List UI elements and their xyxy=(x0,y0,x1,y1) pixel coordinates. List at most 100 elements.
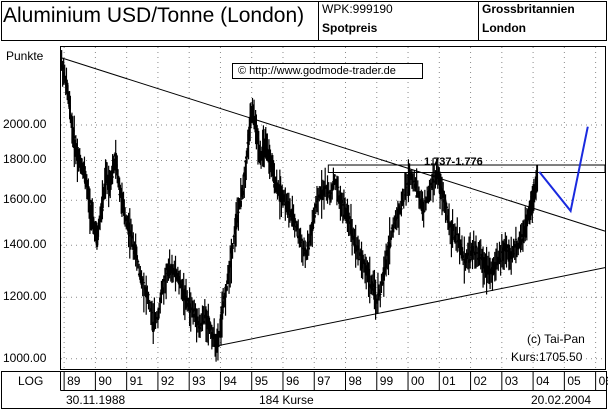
price-candle xyxy=(517,242,520,250)
y-tick-label: 2000.00 xyxy=(3,116,47,131)
price-candle xyxy=(273,180,277,182)
price-candle xyxy=(313,215,316,218)
price-candle xyxy=(329,192,333,195)
price-candle xyxy=(86,186,89,190)
price-candle xyxy=(183,288,187,295)
price-candle xyxy=(400,208,403,210)
price-candle xyxy=(347,212,350,220)
price-candle xyxy=(244,160,247,163)
x-tick-label: 96 xyxy=(285,374,300,388)
price-candle xyxy=(255,124,258,127)
price-type-label: Spotpreis xyxy=(322,21,378,35)
price-candle xyxy=(106,175,110,178)
price-candle xyxy=(363,263,367,266)
price-candle xyxy=(60,64,63,68)
price-candle xyxy=(141,279,144,281)
price-candle xyxy=(501,247,505,261)
price-candle xyxy=(64,75,67,85)
trendline xyxy=(61,57,606,232)
price-candle xyxy=(404,187,408,189)
price-candle xyxy=(211,335,215,340)
end-date-label: 20.02.2004 xyxy=(531,393,592,407)
price-candle xyxy=(352,235,355,240)
price-candle xyxy=(391,224,395,233)
price-candle xyxy=(210,332,214,338)
price-candle xyxy=(77,156,81,159)
price-candle xyxy=(104,184,107,186)
price-candle xyxy=(368,284,371,288)
price-candle xyxy=(519,239,522,245)
price-candle xyxy=(139,272,142,280)
price-candle xyxy=(445,206,448,209)
price-candle xyxy=(393,222,396,224)
x-tick-label: 97 xyxy=(317,374,331,388)
price-candle xyxy=(318,194,321,198)
price-candle xyxy=(493,264,496,270)
price-candle xyxy=(430,185,434,189)
price-candle xyxy=(115,164,118,168)
price-candle xyxy=(61,66,64,70)
price-candle xyxy=(399,209,402,214)
price-candle xyxy=(193,313,196,318)
price-candle xyxy=(171,267,175,275)
price-candle xyxy=(333,174,336,177)
price-candle xyxy=(98,217,102,223)
price-candle xyxy=(505,250,508,252)
price-candle xyxy=(102,193,105,201)
price-candle xyxy=(236,215,239,223)
chart-title: Aluminium USD/Tonne (London) xyxy=(3,4,305,27)
price-candle xyxy=(456,233,459,236)
price-candle xyxy=(184,295,188,308)
price-candle xyxy=(261,151,264,159)
price-candle xyxy=(528,200,532,214)
price-candle xyxy=(434,180,437,183)
price-candle xyxy=(504,243,507,252)
price-candle xyxy=(446,215,450,223)
x-tick-label: 98 xyxy=(348,374,362,388)
price-candle xyxy=(298,235,301,237)
price-candle xyxy=(533,186,536,189)
price-candle xyxy=(90,214,93,216)
city-label: London xyxy=(482,21,526,35)
price-candle xyxy=(241,190,245,195)
price-candle xyxy=(534,191,537,193)
y-tick-label: 1400.00 xyxy=(3,237,47,252)
x-tick-label: 92 xyxy=(160,374,175,388)
price-candle xyxy=(76,153,79,157)
price-candle xyxy=(478,256,481,259)
price-candle xyxy=(263,140,266,148)
price-candle xyxy=(307,247,310,250)
price-candle xyxy=(99,209,103,213)
price-candle xyxy=(312,220,315,223)
price-candle xyxy=(73,136,76,139)
price-candle xyxy=(100,202,103,210)
axis-frame xyxy=(1,371,607,409)
price-candle xyxy=(325,186,328,189)
price-candle xyxy=(381,282,384,285)
x-tick-label: 91 xyxy=(129,374,143,388)
price-candle xyxy=(511,257,514,259)
price-candle xyxy=(70,126,74,128)
price-candle xyxy=(149,308,153,311)
price-candle xyxy=(512,253,515,255)
price-candle xyxy=(297,235,300,239)
x-tick-label: 94 xyxy=(223,374,237,388)
price-candle xyxy=(251,118,254,120)
price-candle xyxy=(406,183,409,185)
price-candle xyxy=(323,185,327,187)
price-candle xyxy=(120,197,124,203)
price-candle xyxy=(196,320,199,326)
price-candle xyxy=(443,199,446,203)
price-candle xyxy=(109,177,113,182)
price-candle xyxy=(524,226,527,237)
price-candle xyxy=(316,198,320,200)
price-candle xyxy=(250,107,253,111)
price-candle xyxy=(389,237,393,240)
price-candle xyxy=(529,199,532,206)
price-candle xyxy=(245,150,249,157)
scale-mode-label: LOG xyxy=(18,374,44,388)
x-ticks xyxy=(63,371,597,390)
price-candle xyxy=(293,218,296,224)
price-candle xyxy=(227,267,231,273)
